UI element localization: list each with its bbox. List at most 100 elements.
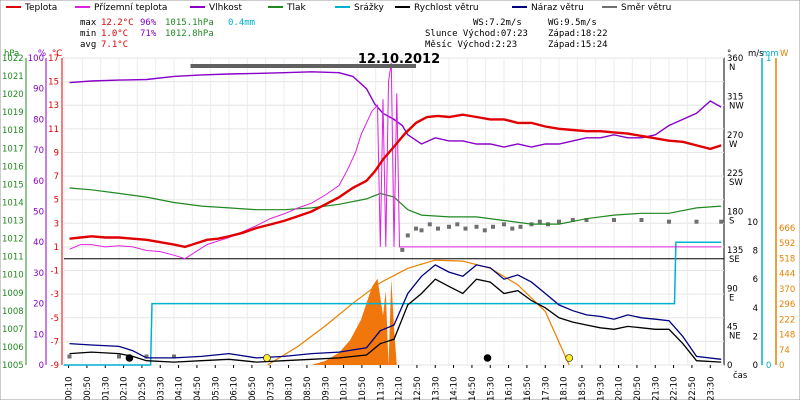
series-smer-point [67,354,72,359]
axis-ms-label: m/s [748,49,764,59]
time-tick-label: 03:30 [156,377,166,400]
legend: Teplota Přízemní teplota Vlhkost Tlak Srážky… [6,3,671,13]
axis-w-label: W [780,49,789,59]
event-moonset [483,354,492,362]
series-smer-point [694,219,699,224]
dir-tick-label: 90 [727,284,738,294]
time-tick-label: 14:50 [468,377,478,400]
dir-tick-name: N [729,63,735,73]
stat-temp-max: 12.2°C [101,18,134,28]
series-smer-point [172,354,176,359]
time-tick-label: 10:10 [340,377,350,400]
time-tick-label: 12:50 [413,377,423,400]
hpa-tick-label: 1016 [2,162,24,172]
pct-tick-label: 20 [33,300,44,310]
series-smer-point [491,224,495,229]
stat-rain-max: 0.4mm [228,18,255,28]
hpa-tick-label: 1021 [2,72,24,82]
pct-tick-label: 50 [33,208,44,218]
hpa-tick-label: 1011 [2,253,24,263]
time-tick-label: 10:50 [358,377,368,400]
dir-tick-name: S [729,217,734,227]
time-tick-label: 00:50 [83,377,93,400]
series-smer-point [455,222,460,227]
hpa-tick-label: 1020 [2,90,24,100]
series-layer [64,62,724,366]
pct-tick-label: 30 [33,269,44,279]
series-smer-point [482,228,487,233]
axis-c-label: °C [52,49,62,59]
time-tick-label: 06:50 [248,377,258,400]
info-moon-set: Západ:15:24 [548,40,608,50]
series-smer-point [570,218,575,222]
c-tick-label: 5 [54,196,59,206]
c-tick-label: 15 [48,78,59,88]
time-tick-label: 06:10 [230,377,240,400]
dir-tick-label: 360 [727,54,743,64]
time-tick-label: 09:30 [321,377,331,400]
c-tick-label: 3 [54,219,59,229]
stat-press-max: 1015.1hPa [165,18,214,28]
series-smer-point [719,219,724,224]
pct-tick-label: 100 [28,54,44,64]
sun-moon-info: WS:7.2m/s WG:9.5m/s Slunce Východ:07:23 Záp… [425,18,608,50]
legend-label-teplota: Teplota [24,3,57,13]
c-tick-label: 13 [48,101,59,111]
pct-tick-label: 70 [33,146,44,156]
stat-hum-min: 71% [140,29,157,39]
time-tick-label: 11:30 [376,377,386,400]
dir-tick-name: E [729,293,734,303]
hpa-tick-label: 1019 [2,108,24,118]
hpa-tick-label: 1012 [2,235,24,245]
event-moonrise [125,354,134,362]
w-tick-label: 518 [779,254,795,264]
stats-block: max 12.2°C 96% 1015.1hPa 0.4mm min 1.0°C 71% 101… [80,18,255,50]
time-axis: 00:10 00:50 01:30 02:10 02:50 03:30 04:10 04:50… [65,365,748,400]
series-smer-point [612,218,616,222]
series-smer-point [557,219,561,224]
hpa-tick-label: 1008 [2,307,24,317]
hpa-tick-label: 1005 [2,361,24,371]
dir-tick-label: 135 [727,246,743,256]
series-smer-point [414,226,418,231]
hpa-tick-label: 1017 [2,144,24,154]
time-tick-label: 18:10 [560,377,570,400]
w-tick-label: 666 [779,224,795,234]
series-smer-point [639,218,644,222]
hpa-tick-label: 1007 [2,325,24,335]
time-tick-label: 05:30 [211,377,221,400]
series-smer-point [419,228,424,233]
event-sunset [565,354,573,362]
hpa-tick-label: 1014 [2,198,24,208]
info-wg: WG:9.5m/s [548,18,597,28]
pct-tick-label: 90 [33,85,44,95]
w-tick-label: 74 [779,346,790,356]
grid [63,57,725,366]
legend-label-vlhkost: Vlhkost [209,3,242,13]
chart-title: 12.10.2012 [358,52,440,67]
c-tick-label: 1 [54,243,59,253]
time-tick-label: 16:50 [523,377,533,400]
hpa-tick-label: 1022 [2,54,24,64]
dir-tick-name: W [729,140,738,150]
time-tick-label: 04:10 [175,377,185,400]
series-sun-curve [267,259,570,366]
time-tick-label: 22:10 [670,377,680,400]
time-tick-label: 02:50 [138,377,148,400]
c-tick-label: -3 [51,290,59,300]
c-tick-label: -1 [51,267,59,277]
hpa-tick-label: 1015 [2,180,24,190]
stat-temp-min: 1.0°C [101,29,128,39]
stat-label-min: min [80,29,96,39]
axis-hpa-label: hPa [4,49,19,59]
w-tick-label: 148 [779,331,795,341]
series-smer-point [518,224,523,229]
pct-tick-label: 10 [33,330,44,340]
series-smer-point [427,222,432,227]
time-tick-label: 00:10 [65,377,75,400]
series-teplota [69,113,722,249]
dir-tick-label: 315 [727,92,743,102]
time-tick-label: 15:30 [486,377,496,400]
hpa-tick-label: 1009 [2,289,24,299]
time-tick-label: 08:50 [303,377,313,400]
